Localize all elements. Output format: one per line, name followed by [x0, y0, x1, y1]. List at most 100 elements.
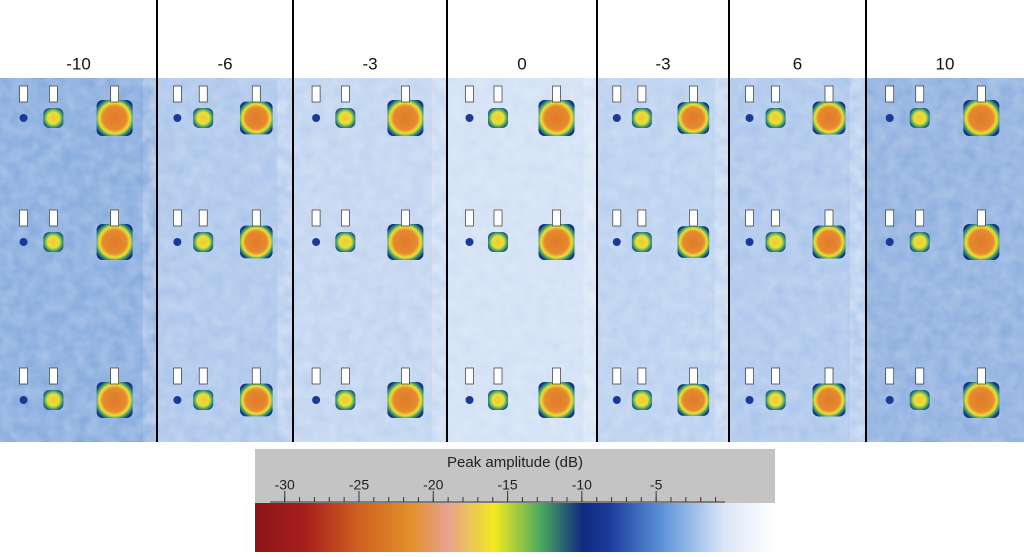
panel-header [0, 0, 157, 78]
panel: 0 [446, 0, 597, 442]
defect-tag [19, 209, 28, 227]
defect-small [465, 238, 474, 246]
defect-tag [689, 367, 698, 385]
defect-tag [173, 209, 182, 227]
defect-tag [198, 367, 208, 385]
tick-label: -10 [572, 477, 592, 493]
defect-tag [198, 209, 208, 227]
defect-tag [198, 85, 208, 103]
defect-medium [335, 232, 356, 252]
panel-header [866, 0, 1024, 78]
defect-tag [49, 367, 58, 385]
defect-large [239, 383, 273, 417]
defect-medium [631, 232, 652, 252]
panel-label: 10 [936, 54, 955, 73]
defect-tag [552, 209, 561, 227]
defect-large [677, 226, 710, 258]
defect-small [173, 114, 182, 122]
defect-tag [612, 367, 622, 385]
defect-medium [335, 108, 356, 128]
defect-small [19, 396, 28, 404]
defect-tag [401, 85, 410, 103]
defect-tag [341, 367, 350, 385]
defect-tag [689, 209, 698, 227]
defect-medium [909, 390, 930, 410]
scan-texture [447, 78, 597, 442]
panel: -3 [596, 0, 729, 442]
defect-large [812, 225, 846, 259]
defect-small [465, 114, 474, 122]
colorbar-gradient [255, 503, 775, 552]
defect-medium [43, 390, 64, 410]
defect-tag [915, 85, 925, 103]
defect-small [885, 238, 894, 246]
defect-small [612, 396, 621, 404]
defect-small [612, 114, 621, 122]
defect-tag [173, 367, 182, 385]
defect-large [239, 225, 273, 259]
defect-small [745, 114, 754, 122]
defect-tag [19, 85, 28, 103]
defect-large [387, 100, 424, 136]
defect-tag [341, 209, 350, 227]
defect-large [677, 102, 710, 134]
colorbar-title: Peak amplitude (dB) [447, 454, 583, 471]
scan-texture [157, 78, 293, 442]
defect-tag [745, 367, 754, 385]
defect-tag [251, 209, 261, 227]
defect-small [745, 238, 754, 246]
defect-tag [824, 209, 834, 227]
defect-tag [612, 85, 622, 103]
defect-tag [771, 209, 780, 227]
tick-label: -5 [650, 477, 663, 493]
panel-label: -3 [655, 54, 670, 73]
defect-medium [909, 108, 930, 128]
defect-small [312, 396, 321, 404]
colorbar-frame [255, 449, 775, 503]
defect-tag [976, 85, 986, 103]
defect-tag [612, 209, 622, 227]
defect-tag [689, 85, 698, 103]
defect-tag [771, 85, 780, 103]
defect-tag [311, 85, 321, 103]
defect-small [173, 238, 182, 246]
defect-tag [465, 367, 474, 385]
tick-label: -30 [275, 477, 295, 493]
defect-large [538, 224, 575, 260]
defect-tag [915, 367, 925, 385]
defect-tag [885, 209, 895, 227]
panel-label: -3 [362, 54, 377, 73]
defect-large [387, 382, 424, 418]
defect-tag [49, 209, 58, 227]
tick-label: -20 [423, 477, 443, 493]
defect-tag [493, 85, 503, 103]
panel-header [597, 0, 729, 78]
defect-medium [43, 108, 64, 128]
defect-large [538, 382, 575, 418]
defect-tag [976, 209, 986, 227]
panel: 10 [865, 0, 1024, 442]
defect-tag [251, 85, 261, 103]
defect-large [812, 101, 846, 135]
defect-tag [552, 85, 561, 103]
defect-small [312, 238, 321, 246]
defect-tag [915, 209, 925, 227]
panel: -3 [292, 0, 447, 442]
panel: -6 [156, 0, 293, 442]
defect-tag [824, 367, 834, 385]
defect-tag [771, 367, 780, 385]
defect-tag [885, 367, 895, 385]
panel: 6 [728, 0, 866, 442]
defect-small [19, 238, 28, 246]
panel-label: -10 [66, 54, 91, 73]
defect-small [885, 396, 894, 404]
defect-large [963, 224, 1000, 260]
defect-tag [49, 85, 58, 103]
defect-tag [401, 367, 410, 385]
defect-large [963, 382, 1000, 418]
defect-tag [401, 209, 410, 227]
scan-texture [597, 78, 729, 442]
colorbar-ticks: -30 -25 -20 -15 -10 -5 [270, 477, 725, 503]
